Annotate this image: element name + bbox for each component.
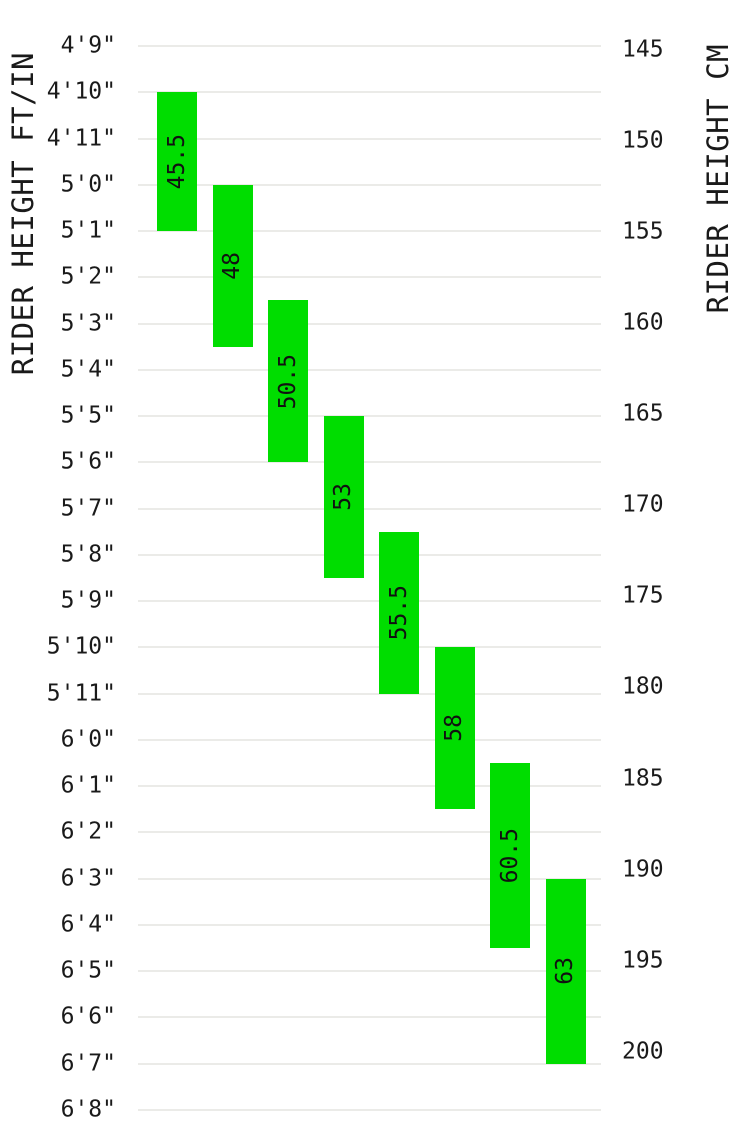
right-tick-label: 180 xyxy=(622,673,664,700)
right-tick-label: 170 xyxy=(622,491,664,518)
gridline xyxy=(138,1016,601,1019)
gridline xyxy=(138,1108,601,1111)
right-tick-label: 175 xyxy=(622,582,664,609)
size-bar-label: 53 xyxy=(330,483,356,511)
right-tick-label: 200 xyxy=(622,1038,664,1065)
gridline xyxy=(138,877,601,880)
left-tick-label: 5'2" xyxy=(60,263,116,290)
size-bar-label: 48 xyxy=(219,251,245,280)
gridline xyxy=(138,785,601,788)
right-axis-title: RIDER HEIGHT CM xyxy=(701,44,735,314)
left-tick-label: 5'11" xyxy=(46,680,116,707)
gridline xyxy=(138,923,601,926)
left-tick-label: 6'4" xyxy=(60,911,116,938)
left-tick-label: 5'10" xyxy=(46,633,116,660)
gridline xyxy=(138,183,601,186)
gridline xyxy=(138,970,601,973)
left-tick-label: 6'3" xyxy=(60,865,116,892)
left-tick-label: 6'6" xyxy=(60,1003,116,1030)
gridline xyxy=(138,276,601,279)
gridline xyxy=(138,646,601,649)
size-bar-label: 58 xyxy=(441,714,467,743)
left-tick-label: 6'1" xyxy=(60,772,116,799)
right-tick-label: 155 xyxy=(622,218,664,245)
size-bar-label: 63 xyxy=(552,957,578,986)
left-tick-label: 4'9" xyxy=(60,32,116,59)
left-tick-label: 5'4" xyxy=(60,356,116,383)
left-tick-label: 5'7" xyxy=(60,495,116,522)
size-bar-label: 60.5 xyxy=(496,827,523,884)
right-tick-label: 185 xyxy=(622,765,664,791)
right-tick-label: 190 xyxy=(622,856,664,883)
left-tick-label: 6'2" xyxy=(60,818,116,845)
left-tick-label: 6'0" xyxy=(60,726,116,753)
left-tick-label: 5'9" xyxy=(60,587,116,614)
size-bar: 50.5 xyxy=(268,300,308,463)
gridline xyxy=(138,322,601,325)
left-tick-label: 5'6" xyxy=(60,448,116,475)
gridline xyxy=(138,1062,601,1065)
size-bar: 48 xyxy=(212,184,253,347)
size-bar: 63 xyxy=(545,878,586,1064)
right-tick-label: 145 xyxy=(622,36,664,63)
gridline xyxy=(138,738,601,741)
size-bar: 53 xyxy=(323,416,364,578)
left-tick-label: 5'0" xyxy=(60,171,116,198)
size-bar-label: 45.5 xyxy=(163,133,190,190)
gridline xyxy=(138,137,601,140)
right-tick-label: 165 xyxy=(622,400,664,427)
size-bar: 55.5 xyxy=(379,531,419,694)
right-tick-label: 195 xyxy=(622,947,664,974)
gridline xyxy=(138,91,601,94)
size-bar: 60.5 xyxy=(490,763,530,949)
gridline xyxy=(138,507,601,510)
gridline xyxy=(138,553,601,556)
left-tick-label: 5'3" xyxy=(60,310,116,337)
size-bar: 58 xyxy=(434,647,475,810)
gridline xyxy=(138,230,601,233)
size-bar-label: 50.5 xyxy=(274,353,301,410)
gridline xyxy=(138,600,601,603)
size-bar: 45.5 xyxy=(157,92,197,232)
right-tick-label: 160 xyxy=(622,309,664,336)
left-tick-label: 6'7" xyxy=(60,1050,116,1077)
left-tick-label: 6'8" xyxy=(60,1096,116,1123)
gridline xyxy=(138,45,601,47)
gridline xyxy=(138,831,601,834)
left-tick-label: 5'5" xyxy=(60,402,116,429)
gridline xyxy=(138,461,601,464)
gridline xyxy=(138,415,601,418)
left-tick-label: 4'10" xyxy=(46,78,116,105)
gridline xyxy=(138,692,601,695)
left-tick-label: 5'8" xyxy=(60,541,116,568)
left-tick-label: 6'5" xyxy=(60,957,116,984)
left-tick-label: 4'11" xyxy=(46,125,116,152)
right-tick-label: 150 xyxy=(622,127,664,154)
left-tick-label: 5'1" xyxy=(60,217,116,244)
gridline xyxy=(138,368,601,371)
size-bar-label: 55.5 xyxy=(385,584,412,641)
